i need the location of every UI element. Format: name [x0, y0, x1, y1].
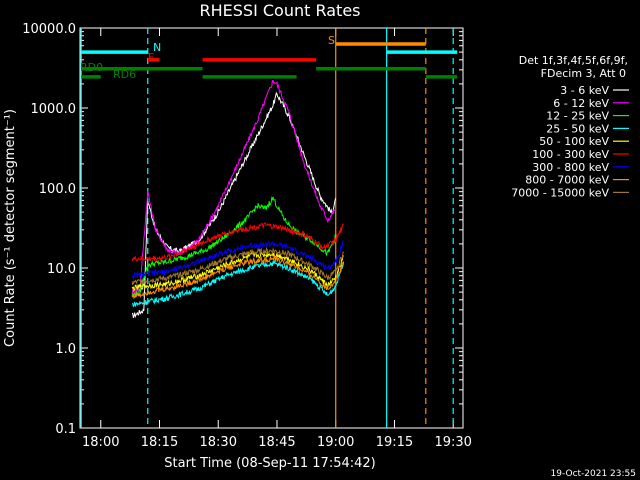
annotation-label: RD0 — [80, 61, 103, 74]
series-line-9 — [131, 247, 345, 286]
y-axis: 0.1 1.0 10.0 100.0 1000.0 10000.0 — [22, 22, 463, 437]
x-tick-label: 18:00 — [82, 435, 119, 450]
x-tick-label: 18:30 — [200, 435, 237, 450]
series-line-2 — [131, 79, 337, 296]
series-line-1 — [131, 91, 337, 319]
legend-entry-label: 3 - 6 keV — [560, 84, 609, 97]
legend: Det 1f,3f,4f,5f,6f,9f,FDecim 3, Att 0 3 -… — [511, 54, 629, 199]
annotation-label: N — [153, 41, 161, 54]
x-tick-label: 18:45 — [258, 435, 295, 450]
legend-entry-label: 800 - 7000 keV — [525, 174, 609, 187]
y-tick-label: 10000.0 — [22, 22, 76, 37]
y-axis-label: Count Rate (s⁻¹ detector segment⁻¹) — [3, 109, 18, 347]
series-line-5 — [131, 251, 344, 293]
x-axis: 18:00 18:15 18:30 18:45 19:00 19:15 19:30 — [82, 28, 472, 450]
legend-entry-label: 300 - 800 keV — [532, 161, 609, 174]
legend-entry-label: 100 - 300 keV — [532, 148, 609, 161]
x-tick-label: 19:00 — [317, 435, 354, 450]
series-line-4 — [131, 259, 345, 307]
annotation-labels: NF S RD0 RD6 — [80, 34, 335, 81]
legend-entry-label: 6 - 12 keV — [553, 97, 609, 110]
annotation-label: RD6 — [113, 68, 136, 81]
x-tick-label: 18:15 — [141, 435, 178, 450]
legend-entry-label: 7000 - 15000 keV — [511, 186, 609, 199]
series-line-7 — [131, 240, 344, 280]
annotation-label: F — [148, 51, 154, 64]
legend-entry-label: 25 - 50 keV — [546, 122, 609, 135]
y-tick-label: 10.0 — [47, 262, 76, 277]
annotation-label: S — [328, 34, 335, 47]
legend-entry-label: 12 - 25 keV — [546, 110, 609, 123]
y-tick-label: 1.0 — [55, 342, 76, 357]
x-axis-label: Start Time (08-Sep-11 17:54:42) — [164, 456, 375, 471]
x-tick-label: 19:15 — [376, 435, 413, 450]
legend-header-line: FDecim 3, Att 0 — [541, 67, 626, 80]
chart-title: RHESSI Count Rates — [200, 1, 361, 20]
footer-date: 19-Oct-2021 23:55 — [551, 469, 636, 479]
y-tick-label: 100.0 — [39, 182, 76, 197]
data-series — [131, 79, 345, 319]
annotation-bars — [81, 42, 458, 79]
legend-header-line: Det 1f,3f,4f,5f,6f,9f, — [519, 54, 628, 67]
series-line-8 — [131, 255, 344, 300]
series-line-6 — [131, 222, 344, 263]
plot-frame — [79, 27, 464, 429]
y-tick-label: 1000.0 — [31, 102, 77, 117]
y-tick-label: 0.1 — [55, 422, 76, 437]
legend-entry-label: 50 - 100 keV — [539, 135, 609, 148]
x-tick-label: 19:30 — [434, 435, 471, 450]
annotation-vertical-lines — [80, 28, 454, 428]
series-line-3 — [131, 195, 337, 298]
